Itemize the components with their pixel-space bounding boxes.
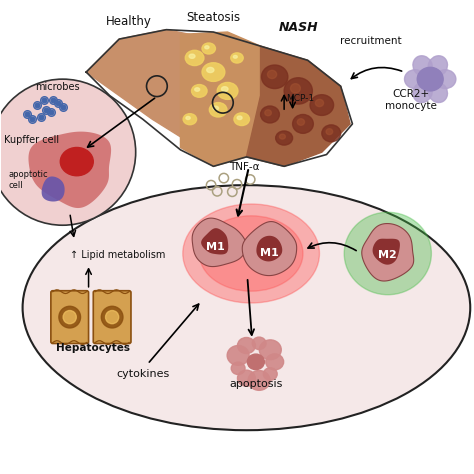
Ellipse shape [233,55,237,58]
Polygon shape [362,224,414,281]
Polygon shape [201,228,228,255]
Polygon shape [373,239,400,264]
Ellipse shape [237,370,255,386]
Ellipse shape [267,70,277,79]
Ellipse shape [435,70,456,89]
Text: cytokines: cytokines [116,369,169,379]
Ellipse shape [195,88,200,91]
Ellipse shape [265,110,272,116]
FancyBboxPatch shape [93,291,131,344]
Circle shape [0,79,136,225]
FancyBboxPatch shape [51,291,89,344]
Polygon shape [28,132,111,208]
Ellipse shape [276,131,292,145]
Ellipse shape [202,63,225,82]
Text: M1: M1 [260,248,278,258]
Ellipse shape [183,204,319,303]
Polygon shape [86,30,190,143]
Ellipse shape [191,84,207,97]
Text: Steatosis: Steatosis [186,11,240,24]
Ellipse shape [186,117,190,119]
Ellipse shape [252,337,266,349]
Ellipse shape [101,306,123,328]
Ellipse shape [428,82,447,102]
Ellipse shape [237,337,255,354]
Ellipse shape [227,346,249,365]
Ellipse shape [297,118,304,125]
Ellipse shape [183,114,197,125]
Polygon shape [181,32,275,166]
Ellipse shape [291,84,301,93]
Ellipse shape [59,306,81,328]
Text: recruitment: recruitment [340,36,402,46]
Text: apoptotic
cell: apoptotic cell [9,170,48,190]
Text: TNF-α: TNF-α [229,162,259,172]
Ellipse shape [326,128,333,135]
Ellipse shape [189,54,195,58]
Ellipse shape [315,100,324,107]
Text: microbes: microbes [36,82,80,92]
Polygon shape [192,218,246,266]
Text: apoptosis: apoptosis [229,379,283,389]
Ellipse shape [207,67,214,73]
Ellipse shape [264,368,277,380]
Ellipse shape [106,310,118,324]
Ellipse shape [259,340,281,360]
Text: MCP-1: MCP-1 [286,94,315,103]
Ellipse shape [310,95,334,116]
Ellipse shape [217,82,238,100]
Ellipse shape [413,82,432,102]
Text: Healthy: Healthy [106,15,152,28]
Text: Hepatocytes: Hepatocytes [56,343,130,353]
Text: M1: M1 [206,242,225,252]
Polygon shape [42,176,64,201]
Ellipse shape [231,362,245,374]
Ellipse shape [248,371,270,390]
Ellipse shape [247,354,264,370]
Ellipse shape [213,106,219,110]
Ellipse shape [237,116,242,119]
Ellipse shape [292,115,313,133]
Text: ↑ Lipid metabolism: ↑ Lipid metabolism [70,250,165,260]
Text: M2: M2 [378,250,397,260]
Ellipse shape [344,212,431,295]
Ellipse shape [322,125,341,142]
Ellipse shape [231,53,243,63]
Ellipse shape [262,65,288,89]
Ellipse shape [428,56,447,76]
Ellipse shape [284,78,312,104]
Ellipse shape [60,147,93,176]
Ellipse shape [280,134,285,139]
Ellipse shape [266,354,283,370]
Ellipse shape [63,310,76,324]
Polygon shape [242,221,297,275]
Ellipse shape [202,43,216,54]
Ellipse shape [404,70,426,89]
Text: NASH: NASH [278,20,318,34]
Ellipse shape [234,113,249,126]
Ellipse shape [199,216,303,291]
Ellipse shape [221,87,228,91]
Polygon shape [246,46,350,166]
Ellipse shape [185,50,204,65]
Ellipse shape [210,102,227,117]
Ellipse shape [261,106,279,123]
Ellipse shape [417,67,443,91]
Ellipse shape [413,56,432,76]
Ellipse shape [205,46,209,49]
Ellipse shape [23,185,470,430]
Text: Kupffer cell: Kupffer cell [4,135,59,145]
Text: CCR2+
monocyte: CCR2+ monocyte [385,89,438,111]
Polygon shape [256,236,282,262]
